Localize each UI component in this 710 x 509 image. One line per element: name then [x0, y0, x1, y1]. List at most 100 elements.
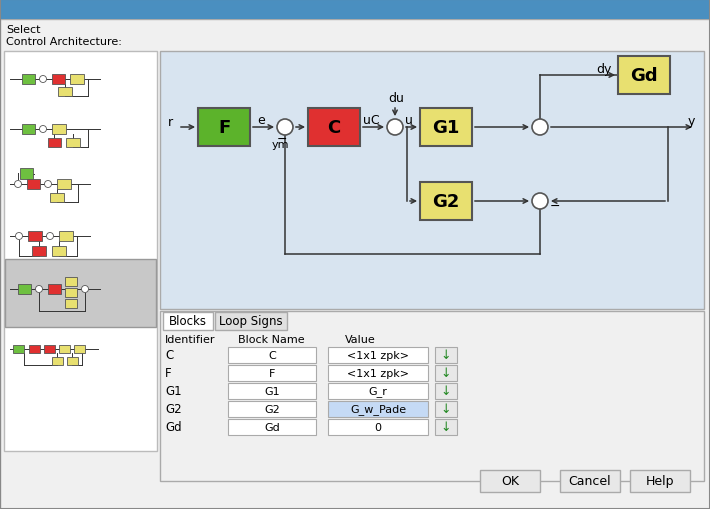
Circle shape [16, 233, 23, 240]
FancyBboxPatch shape [65, 277, 77, 287]
Text: C: C [327, 119, 341, 137]
FancyBboxPatch shape [328, 365, 428, 381]
FancyBboxPatch shape [59, 232, 73, 242]
FancyBboxPatch shape [480, 470, 540, 492]
FancyBboxPatch shape [66, 139, 80, 148]
Text: Help: Help [646, 474, 674, 488]
Text: r: r [168, 116, 173, 129]
Text: −: − [277, 133, 288, 146]
FancyBboxPatch shape [630, 470, 690, 492]
Text: Block Name: Block Name [238, 334, 305, 344]
Text: dy: dy [596, 63, 611, 75]
FancyBboxPatch shape [65, 289, 77, 297]
FancyBboxPatch shape [308, 109, 360, 147]
Circle shape [532, 193, 548, 210]
FancyBboxPatch shape [435, 401, 457, 417]
Text: <1x1 zpk>: <1x1 zpk> [347, 369, 409, 378]
FancyBboxPatch shape [228, 419, 316, 435]
FancyBboxPatch shape [13, 345, 24, 353]
Text: G_w_Pade: G_w_Pade [350, 404, 406, 415]
FancyBboxPatch shape [228, 347, 316, 363]
FancyBboxPatch shape [32, 246, 46, 257]
FancyBboxPatch shape [0, 20, 710, 509]
Circle shape [46, 233, 53, 240]
FancyBboxPatch shape [328, 347, 428, 363]
Text: G1: G1 [165, 385, 182, 398]
Circle shape [387, 120, 403, 136]
FancyBboxPatch shape [52, 75, 65, 85]
Circle shape [277, 120, 293, 136]
Text: G2: G2 [264, 404, 280, 414]
Text: ↓: ↓ [441, 385, 452, 398]
Text: G_r: G_r [368, 386, 388, 397]
FancyBboxPatch shape [20, 168, 33, 180]
FancyBboxPatch shape [50, 193, 64, 203]
FancyBboxPatch shape [435, 347, 457, 363]
Text: y: y [688, 115, 695, 127]
FancyBboxPatch shape [70, 75, 84, 85]
FancyBboxPatch shape [65, 299, 77, 308]
FancyBboxPatch shape [52, 246, 66, 257]
Text: Blocks: Blocks [169, 315, 207, 328]
Text: ↓: ↓ [441, 420, 452, 434]
Text: ym: ym [272, 140, 290, 150]
FancyBboxPatch shape [5, 260, 156, 327]
FancyBboxPatch shape [420, 183, 472, 220]
Text: x: x [699, 5, 705, 15]
FancyBboxPatch shape [4, 52, 157, 451]
Text: C: C [268, 350, 276, 360]
Text: Gd: Gd [264, 422, 280, 432]
Circle shape [36, 286, 43, 293]
Circle shape [532, 120, 548, 136]
Text: Control Architecture:: Control Architecture: [6, 37, 122, 47]
Text: ↓: ↓ [441, 349, 452, 362]
FancyBboxPatch shape [48, 285, 61, 294]
Text: Identifier: Identifier [165, 334, 216, 344]
Text: u: u [405, 115, 413, 127]
Text: 0: 0 [374, 422, 381, 432]
FancyBboxPatch shape [160, 52, 704, 309]
Text: Select: Select [6, 25, 40, 35]
Circle shape [14, 181, 21, 188]
FancyBboxPatch shape [435, 383, 457, 399]
FancyBboxPatch shape [52, 357, 63, 365]
Text: ↓: ↓ [441, 403, 452, 416]
FancyBboxPatch shape [74, 345, 85, 353]
FancyBboxPatch shape [52, 125, 66, 135]
FancyBboxPatch shape [58, 88, 72, 97]
Text: C: C [165, 349, 173, 362]
Circle shape [40, 126, 46, 133]
FancyBboxPatch shape [28, 232, 42, 242]
FancyBboxPatch shape [228, 365, 316, 381]
FancyBboxPatch shape [435, 365, 457, 381]
Text: uC: uC [363, 115, 380, 127]
FancyBboxPatch shape [0, 0, 710, 20]
FancyBboxPatch shape [22, 125, 35, 135]
FancyBboxPatch shape [57, 180, 71, 190]
FancyBboxPatch shape [27, 180, 40, 190]
FancyBboxPatch shape [618, 57, 670, 95]
FancyBboxPatch shape [328, 401, 428, 417]
Text: G1: G1 [432, 119, 459, 137]
FancyBboxPatch shape [160, 312, 704, 481]
Text: G2: G2 [165, 403, 182, 416]
Text: du: du [388, 91, 404, 104]
Text: G2: G2 [432, 192, 459, 211]
Text: OK: OK [501, 474, 519, 488]
FancyBboxPatch shape [328, 419, 428, 435]
FancyBboxPatch shape [18, 285, 31, 294]
FancyBboxPatch shape [328, 383, 428, 399]
FancyBboxPatch shape [67, 357, 78, 365]
FancyBboxPatch shape [163, 313, 213, 330]
FancyBboxPatch shape [198, 109, 250, 147]
FancyBboxPatch shape [59, 345, 70, 353]
Text: −: − [550, 199, 560, 212]
FancyBboxPatch shape [44, 345, 55, 353]
Text: F: F [269, 369, 275, 378]
Text: <1x1 zpk>: <1x1 zpk> [347, 350, 409, 360]
Text: Edit Architecture - Configuration 5: Edit Architecture - Configuration 5 [6, 5, 197, 15]
Text: e: e [257, 115, 265, 127]
FancyBboxPatch shape [215, 313, 287, 330]
FancyBboxPatch shape [22, 75, 35, 85]
FancyBboxPatch shape [420, 109, 472, 147]
